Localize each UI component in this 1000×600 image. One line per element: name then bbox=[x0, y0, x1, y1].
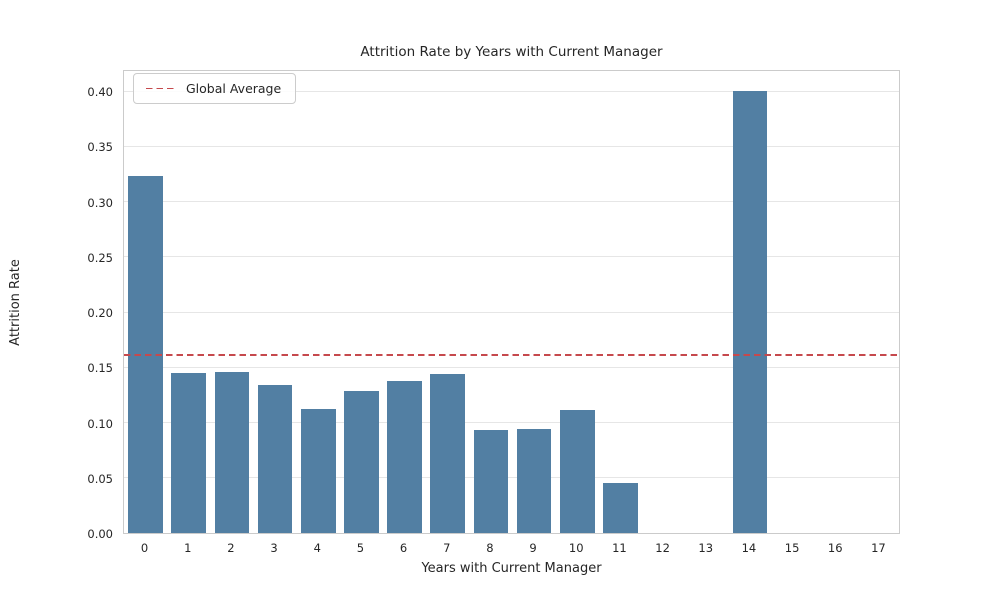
bar-x-5 bbox=[344, 390, 379, 533]
plot-area: Global Average bbox=[123, 70, 900, 534]
y-tick-label: 0.40 bbox=[87, 85, 113, 100]
bar-x-9 bbox=[516, 429, 552, 533]
x-tick-label: 14 bbox=[741, 541, 757, 555]
x-tick-label: 12 bbox=[655, 541, 670, 555]
bar-x-10 bbox=[559, 410, 595, 533]
x-tick-label: 5 bbox=[356, 541, 365, 555]
gridline-y-0.30 bbox=[124, 201, 899, 203]
y-tick-label: 0.30 bbox=[87, 195, 113, 210]
bar-x-8 bbox=[473, 429, 509, 533]
gridline-y-0.35 bbox=[124, 145, 899, 147]
x-tick-label: 2 bbox=[227, 541, 235, 555]
global-average-line bbox=[124, 354, 899, 356]
bar-x-3 bbox=[257, 385, 293, 533]
y-tick-label: 0.35 bbox=[87, 140, 113, 155]
x-tick-label: 17 bbox=[871, 541, 886, 555]
x-tick-label: 13 bbox=[698, 541, 714, 555]
x-tick-label: 3 bbox=[270, 541, 278, 555]
gridline-y-0.05 bbox=[124, 477, 899, 479]
gridline-y-0.20 bbox=[124, 311, 899, 313]
gridline-y-0.25 bbox=[124, 256, 899, 258]
x-tick-label: 7 bbox=[443, 541, 451, 555]
chart-title: Attrition Rate by Years with Current Man… bbox=[360, 44, 663, 60]
x-tick-labels: 0 1 2 3 4 5 6 7 8 9 10 11 12 13 14 15 16 17 bbox=[123, 541, 900, 557]
x-axis-label: Years with Current Manager bbox=[421, 561, 602, 576]
x-tick-label: 15 bbox=[784, 541, 800, 555]
y-tick-label: 0.20 bbox=[87, 306, 113, 321]
gridline-y-0.40 bbox=[124, 90, 899, 92]
x-tick-label: 16 bbox=[827, 541, 843, 555]
legend-box: Global Average bbox=[133, 73, 297, 104]
bar-x-14 bbox=[732, 91, 768, 533]
x-tick-label: 4 bbox=[313, 541, 321, 555]
x-tick-label: 11 bbox=[612, 541, 627, 555]
bar-x-2 bbox=[214, 372, 250, 533]
bar-x-11 bbox=[603, 482, 638, 533]
bar-x-1 bbox=[171, 373, 206, 533]
x-tick-label: 6 bbox=[399, 541, 408, 555]
bar-x-6 bbox=[387, 380, 422, 533]
y-tick-labels: 0.00 0.05 0.10 0.15 0.20 0.25 0.30 0.35 0.40 bbox=[0, 70, 113, 541]
x-tick-label: 10 bbox=[568, 541, 584, 555]
x-tick-label: 0 bbox=[140, 541, 149, 555]
gridline-y-0.15 bbox=[124, 366, 899, 368]
legend-label: Global Average bbox=[186, 81, 282, 96]
x-tick-label: 1 bbox=[184, 541, 192, 555]
y-tick-label: 0.25 bbox=[87, 250, 113, 265]
x-tick-label: 9 bbox=[529, 541, 537, 555]
y-tick-label: 0.00 bbox=[87, 527, 113, 541]
y-tick-label: 0.15 bbox=[87, 361, 113, 376]
gridline-y-0.10 bbox=[124, 422, 899, 424]
bar-x-4 bbox=[300, 409, 336, 533]
y-tick-label: 0.10 bbox=[87, 416, 113, 431]
legend-dashed-line-swatch bbox=[146, 87, 175, 90]
y-tick-label: 0.05 bbox=[87, 471, 113, 486]
bar-x-7 bbox=[430, 374, 465, 533]
x-tick-label: 8 bbox=[486, 541, 494, 555]
